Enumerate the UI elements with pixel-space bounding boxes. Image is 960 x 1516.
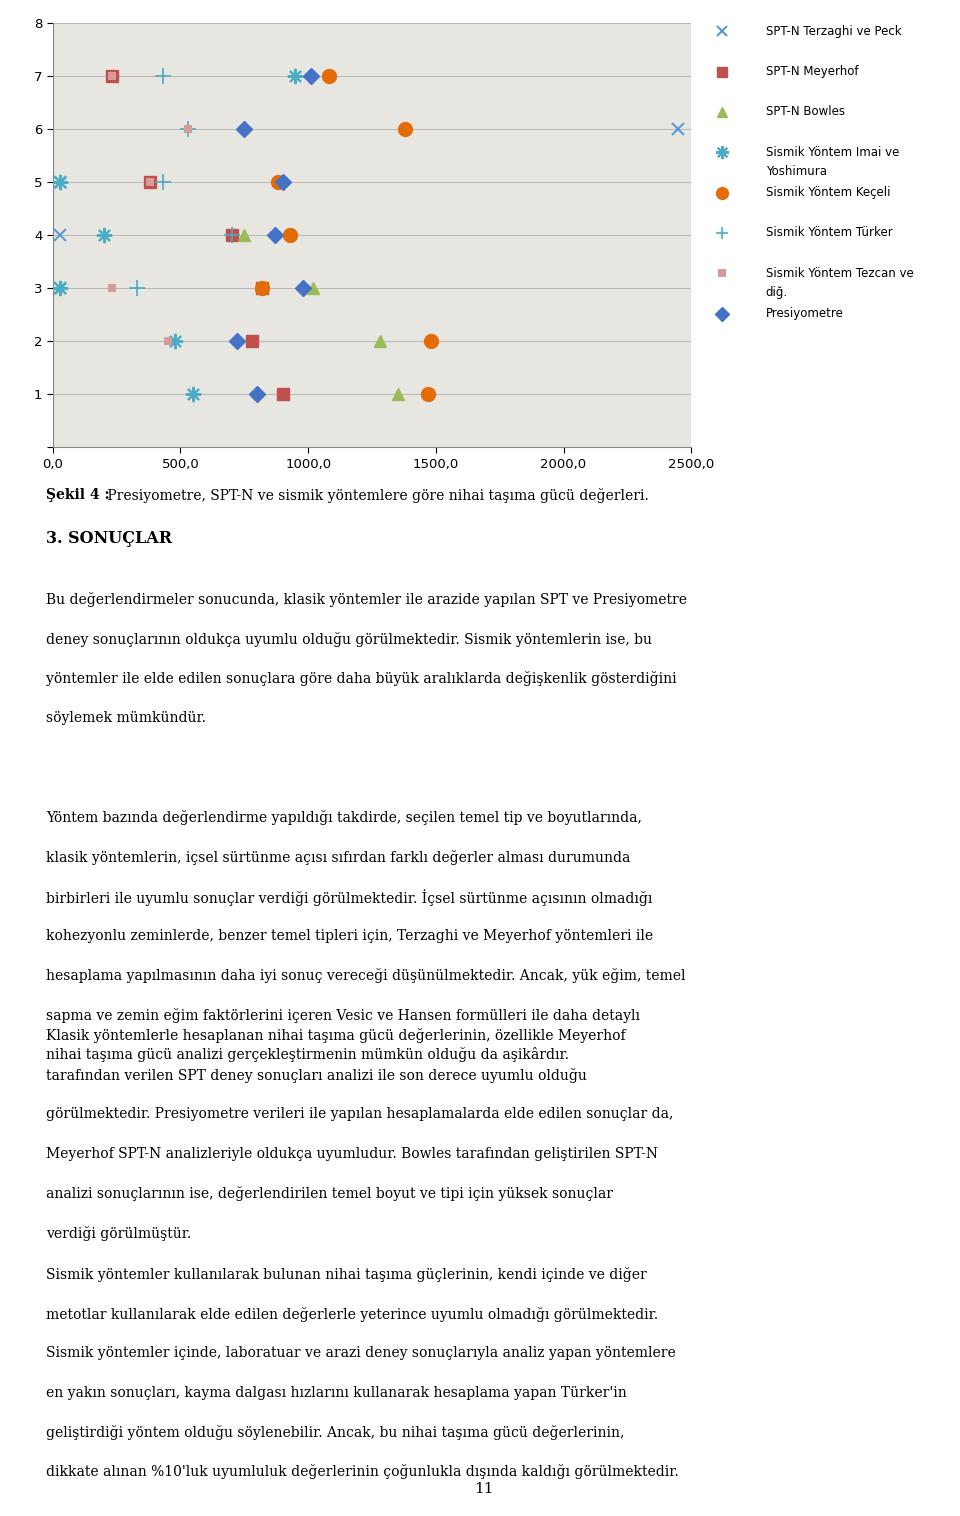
Text: SPT-N Terzaghi ve Peck: SPT-N Terzaghi ve Peck	[765, 24, 901, 38]
Text: deney sonuçlarının oldukça uyumlu olduğu görülmektedir. Sismik yöntemlerin ise, : deney sonuçlarının oldukça uyumlu olduğu…	[46, 632, 652, 647]
Text: Yöntem bazında değerlendirme yapıldığı takdirde, seçilen temel tip ve boyutların: Yöntem bazında değerlendirme yapıldığı t…	[46, 810, 642, 825]
Text: geliştirdiği yöntem olduğu söylenebilir. Ancak, bu nihai taşıma gücü değerlerini: geliştirdiği yöntem olduğu söylenebilir.…	[46, 1425, 624, 1440]
Text: 11: 11	[474, 1481, 493, 1496]
Text: SPT-N Bowles: SPT-N Bowles	[765, 106, 845, 118]
Text: Sismik Yöntem Tezcan ve: Sismik Yöntem Tezcan ve	[765, 267, 913, 279]
Text: diğ.: diğ.	[765, 287, 788, 299]
Text: söylemek mümkündür.: söylemek mümkündür.	[46, 711, 206, 725]
Text: Yoshimura: Yoshimura	[765, 165, 827, 177]
Text: analizi sonuçlarının ise, değerlendirilen temel boyut ve tipi için yüksek sonuçl: analizi sonuçlarının ise, değerlendirile…	[46, 1186, 613, 1201]
Text: Meyerhof SPT-N analizleriyle oldukça uyumludur. Bowles tarafından geliştirilen S: Meyerhof SPT-N analizleriyle oldukça uyu…	[46, 1146, 659, 1161]
Text: Sismik Yöntem Keçeli: Sismik Yöntem Keçeli	[765, 186, 890, 199]
Text: birbirleri ile uyumlu sonuçlar verdiği görülmektedir. İçsel sürtünme açısının ol: birbirleri ile uyumlu sonuçlar verdiği g…	[46, 890, 653, 907]
Text: yöntemler ile elde edilen sonuçlara göre daha büyük aralıklarda değişkenlik göst: yöntemler ile elde edilen sonuçlara göre…	[46, 672, 677, 687]
Text: Presiyometre, SPT-N ve sismik yöntemlere göre nihai taşıma gücü değerleri.: Presiyometre, SPT-N ve sismik yöntemlere…	[103, 488, 649, 503]
Text: SPT-N Meyerhof: SPT-N Meyerhof	[765, 65, 858, 77]
Text: nihai taşıma gücü analizi gerçekleştirmenin mümkün olduğu da aşikârdır.: nihai taşıma gücü analizi gerçekleştirme…	[46, 1048, 569, 1063]
Text: 3. SONUÇLAR: 3. SONUÇLAR	[46, 531, 172, 547]
Text: verdiği görülmüştür.: verdiği görülmüştür.	[46, 1225, 191, 1240]
Text: dikkate alınan %10'luk uyumluluk değerlerinin çoğunlukla dışında kaldığı görülme: dikkate alınan %10'luk uyumluluk değerle…	[46, 1464, 679, 1480]
Text: Şekil 4 :: Şekil 4 :	[46, 488, 109, 502]
Text: metotlar kullanılarak elde edilen değerlerle yeterince uyumlu olmadığı görülmekt: metotlar kullanılarak elde edilen değerl…	[46, 1307, 659, 1322]
Text: sapma ve zemin eğim faktörlerini içeren Vesic ve Hansen formülleri ile daha deta: sapma ve zemin eğim faktörlerini içeren …	[46, 1008, 640, 1023]
Text: Presiyometre: Presiyometre	[765, 308, 844, 320]
Text: kohezyonlu zeminlerde, benzer temel tipleri için, Terzaghi ve Meyerhof yöntemler: kohezyonlu zeminlerde, benzer temel tipl…	[46, 929, 653, 943]
Text: Sismik Yöntem Imai ve: Sismik Yöntem Imai ve	[765, 146, 899, 159]
Text: Sismik yöntemler kullanılarak bulunan nihai taşıma güçlerinin, kendi içinde ve d: Sismik yöntemler kullanılarak bulunan ni…	[46, 1267, 647, 1283]
Text: en yakın sonuçları, kayma dalgası hızlarını kullanarak hesaplama yapan Türker'in: en yakın sonuçları, kayma dalgası hızlar…	[46, 1386, 627, 1399]
Text: Klasik yöntemlerle hesaplanan nihai taşıma gücü değerlerinin, özellikle Meyerhof: Klasik yöntemlerle hesaplanan nihai taşı…	[46, 1028, 626, 1043]
Text: tarafından verilen SPT deney sonuçları analizi ile son derece uyumlu olduğu: tarafından verilen SPT deney sonuçları a…	[46, 1067, 587, 1082]
Text: Bu değerlendirmeler sonucunda, klasik yöntemler ile arazide yapılan SPT ve Presi: Bu değerlendirmeler sonucunda, klasik yö…	[46, 593, 687, 608]
Text: klasik yöntemlerin, içsel sürtünme açısı sıfırdan farklı değerler alması durumun: klasik yöntemlerin, içsel sürtünme açısı…	[46, 850, 631, 864]
Text: Sismik yöntemler içinde, laboratuar ve arazi deney sonuçlarıyla analiz yapan yön: Sismik yöntemler içinde, laboratuar ve a…	[46, 1346, 676, 1360]
Text: Sismik Yöntem Türker: Sismik Yöntem Türker	[765, 226, 893, 240]
Text: görülmektedir. Presiyometre verileri ile yapılan hesaplamalarda elde edilen sonu: görülmektedir. Presiyometre verileri ile…	[46, 1107, 674, 1122]
Text: hesaplama yapılmasının daha iyi sonuç vereceği düşünülmektedir. Ancak, yük eğim,: hesaplama yapılmasının daha iyi sonuç ve…	[46, 969, 685, 982]
